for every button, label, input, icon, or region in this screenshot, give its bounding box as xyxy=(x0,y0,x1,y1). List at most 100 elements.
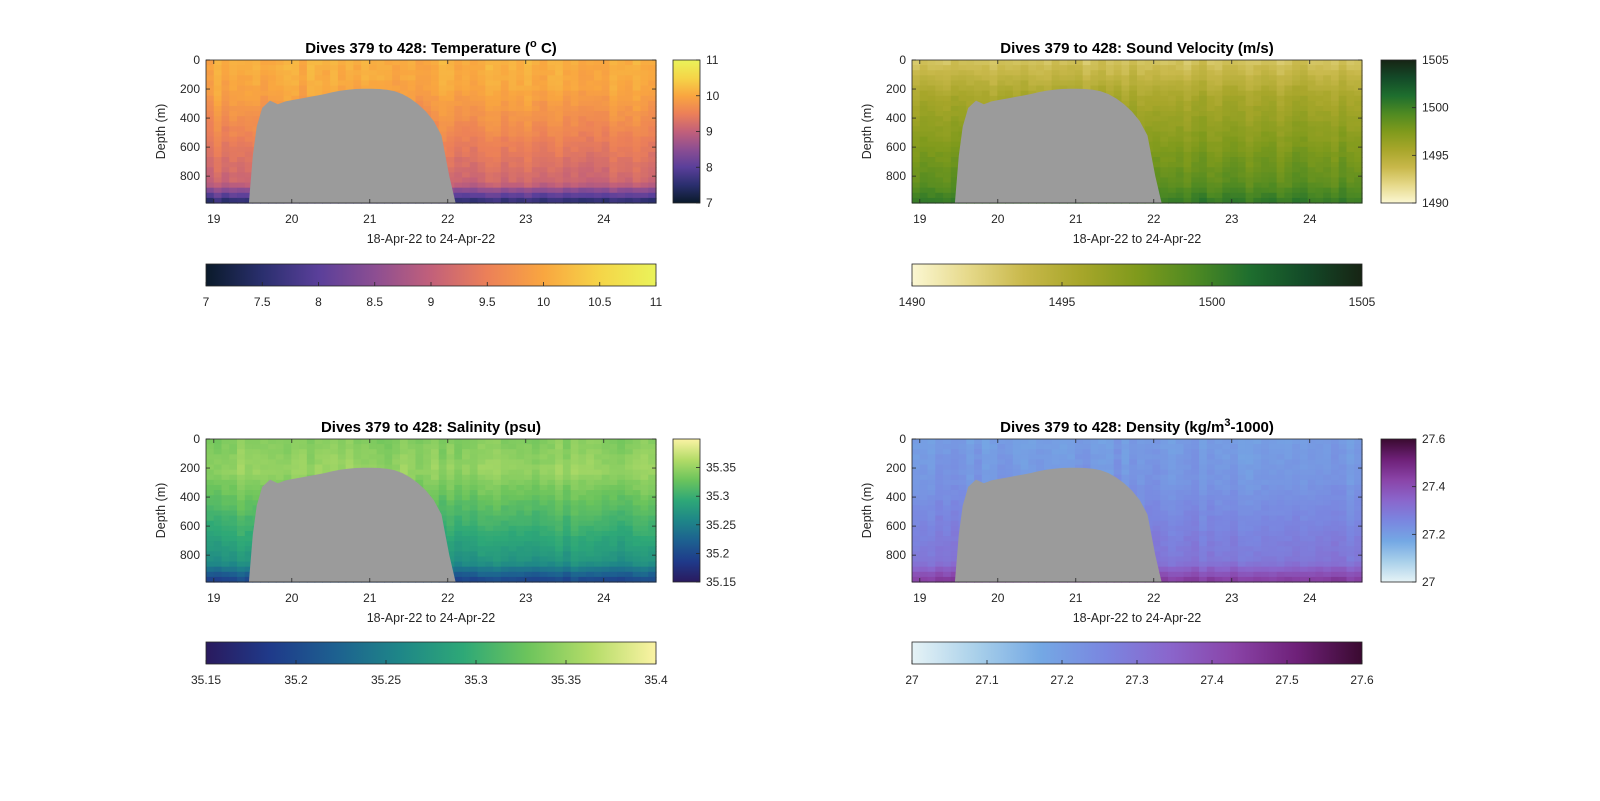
temperature-cell xyxy=(244,65,254,71)
salinity-cell xyxy=(407,454,417,461)
temperature-cell xyxy=(485,151,494,158)
temperature-cell xyxy=(229,90,238,97)
salinity-cell xyxy=(500,469,510,476)
salinity-cell xyxy=(539,479,548,486)
temperature-cell xyxy=(454,162,463,168)
salinity-cell xyxy=(469,459,479,466)
salinity-cell xyxy=(376,439,386,445)
temperature-cell xyxy=(570,126,580,133)
sound_velocity-cell xyxy=(997,85,1006,92)
salinity-cell xyxy=(617,469,626,476)
temperature-cell xyxy=(244,167,254,173)
salinity-cell xyxy=(601,576,611,583)
salinity-cell xyxy=(446,490,455,496)
sound_velocity-cell xyxy=(1338,131,1348,138)
salinity-cell xyxy=(229,576,238,583)
temperature-cell xyxy=(314,75,323,82)
salinity-cell xyxy=(314,464,323,471)
temperature-cell xyxy=(500,167,510,173)
sound_velocity-cell xyxy=(1237,197,1247,204)
sound_velocity-cell xyxy=(1168,95,1177,102)
temperature-cell xyxy=(593,136,603,143)
sound_velocity-cell xyxy=(1346,95,1355,102)
temperature-cell xyxy=(562,80,572,87)
salinity-cell xyxy=(322,449,331,455)
colorbar-tick-label: 1490 xyxy=(899,295,926,309)
sound_velocity-cell xyxy=(1354,126,1363,133)
sound_velocity-cell xyxy=(1175,95,1185,102)
sound_velocity-cell xyxy=(1230,131,1239,138)
salinity-cell xyxy=(570,490,580,496)
sound_velocity-cell xyxy=(1299,111,1309,117)
sound_velocity-cell xyxy=(1206,121,1216,127)
temperature-cell xyxy=(640,95,649,102)
salinity-cell xyxy=(423,479,432,486)
salinity-cell xyxy=(485,444,494,450)
salinity-cell xyxy=(469,520,479,527)
salinity-cell xyxy=(252,479,261,486)
sound_velocity-cell xyxy=(1113,75,1123,82)
sound_velocity-cell xyxy=(1230,111,1239,117)
temperature-cell xyxy=(516,172,525,179)
sound_velocity-cell xyxy=(1222,187,1231,194)
sound_velocity-cell xyxy=(1012,75,1022,82)
sound_velocity-cell xyxy=(1222,167,1231,173)
temperature-cell xyxy=(593,131,603,138)
sound_velocity-cell xyxy=(1292,100,1301,107)
temperature-cell xyxy=(454,100,463,107)
salinity-cell xyxy=(237,536,246,542)
salinity-cell xyxy=(578,541,587,547)
sound_velocity-cell xyxy=(1338,90,1348,97)
temperature-cell xyxy=(431,85,440,92)
temperature-cell xyxy=(237,90,246,97)
salinity-cell xyxy=(237,551,246,558)
salinity-cell xyxy=(213,556,223,563)
salinity-cell xyxy=(462,439,471,445)
sound_velocity-cell xyxy=(1354,197,1363,204)
sound_velocity-cell xyxy=(1036,75,1045,82)
salinity-cell xyxy=(508,495,517,501)
sound_velocity-cell xyxy=(1276,151,1286,158)
temperature-cell xyxy=(640,177,649,184)
temperature-cell xyxy=(578,141,587,148)
temperature-cell xyxy=(454,167,463,173)
salinity-cell xyxy=(237,510,246,517)
salinity-cell xyxy=(640,576,649,583)
temperature-cell xyxy=(500,157,510,163)
sound_velocity-cell xyxy=(1206,116,1216,122)
temperature-cell xyxy=(244,197,254,204)
temperature-cell xyxy=(252,60,261,66)
salinity-cell xyxy=(244,469,254,476)
sound_velocity-cell xyxy=(1237,121,1247,127)
sound_velocity-cell xyxy=(1237,146,1247,153)
temperature-cell xyxy=(547,192,556,199)
sound_velocity-cell xyxy=(1191,131,1200,138)
temperature-cell xyxy=(469,60,479,66)
salinity-cell xyxy=(244,474,254,481)
sound_velocity-cell xyxy=(1261,95,1270,102)
salinity-cell xyxy=(624,474,634,481)
temperature-cell xyxy=(314,90,323,97)
salinity-cell xyxy=(547,571,556,578)
temperature-cell xyxy=(237,121,246,127)
colorbar-tick-label: 8.5 xyxy=(366,295,383,309)
salinity-cell xyxy=(617,479,626,486)
temperature-cell xyxy=(229,182,238,189)
salinity-cell xyxy=(531,520,541,527)
temperature-cell xyxy=(221,95,230,102)
sound_velocity-cell xyxy=(1230,80,1239,87)
salinity-cell xyxy=(213,500,223,506)
salinity-cell xyxy=(555,495,564,501)
sound_velocity-cell xyxy=(1307,80,1317,87)
salinity-cell xyxy=(462,525,471,532)
sound_velocity-cell xyxy=(1354,162,1363,168)
salinity-cell xyxy=(562,510,572,517)
temperature-cell xyxy=(539,146,548,153)
sound_velocity-cell xyxy=(1237,126,1247,133)
temperature-cell xyxy=(244,177,254,184)
temperature-chart-title: Dives 379 to 428: Temperature (o C) xyxy=(305,38,557,57)
temperature-cell xyxy=(469,192,479,199)
sound_velocity-cell xyxy=(1082,60,1092,66)
temperature-cell xyxy=(617,192,626,199)
sound_velocity-cell xyxy=(919,187,929,194)
